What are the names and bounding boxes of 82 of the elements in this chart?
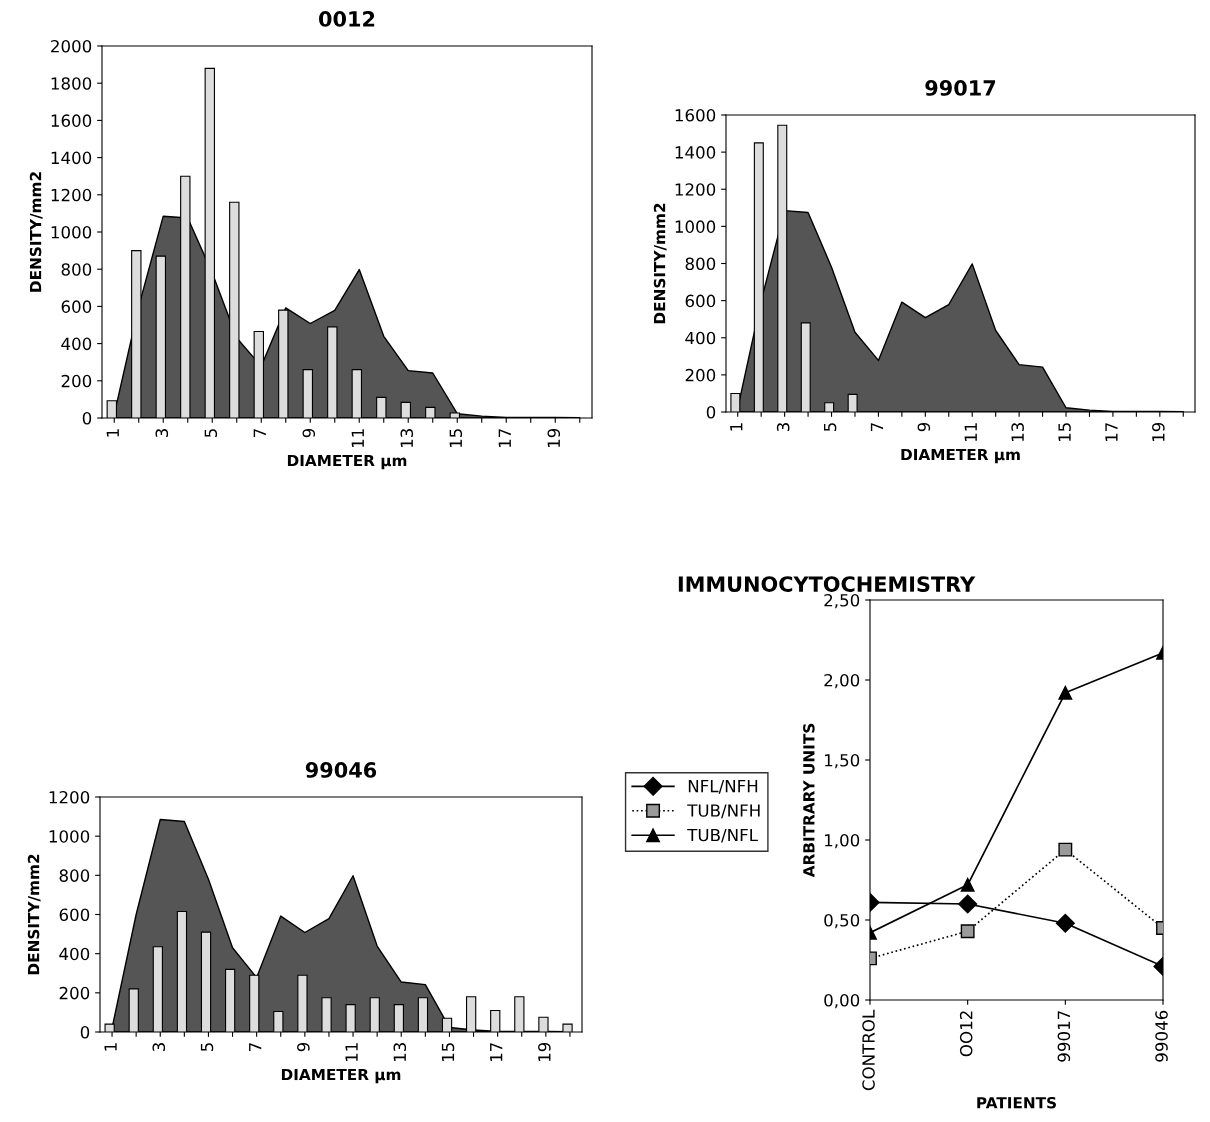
- y-tick-label: 1400: [51, 151, 92, 165]
- x-tick-label: 13: [393, 1043, 407, 1062]
- x-tick-label: 17: [498, 429, 511, 448]
- x-tick-label: 5: [204, 429, 218, 438]
- x-tick-label: 9: [297, 1042, 310, 1052]
- y-tick-label: 0,00: [824, 993, 860, 1009]
- x-tick-label: 1: [106, 429, 119, 437]
- y-tick-label: 2,00: [824, 673, 860, 689]
- x-tick-label: 99046: [1155, 1010, 1168, 1062]
- y-axis-title: ARBITRARY UNITS: [803, 723, 815, 878]
- x-tick-label: 19: [547, 428, 561, 448]
- x-tick-label: 5: [200, 1043, 214, 1052]
- x-tick-label: 15: [1058, 423, 1071, 442]
- y-tick-label: 1000: [49, 830, 90, 843]
- chart-title: 99017: [925, 80, 996, 96]
- y-tick-label: 1200: [675, 183, 716, 196]
- y-tick-label: 2,50: [824, 593, 860, 609]
- x-tick-label: 19: [538, 1042, 551, 1062]
- legend-label: TUB/NFL: [687, 828, 758, 843]
- y-tick-label: 200: [61, 374, 92, 388]
- y-tick-label: 800: [59, 869, 90, 882]
- legend-label: TUB/NFH: [687, 804, 760, 819]
- y-tick-label: 400: [61, 337, 92, 351]
- x-tick-label: 17: [1105, 423, 1118, 442]
- x-tick-label: 7: [870, 423, 884, 431]
- y-tick-label: 600: [59, 908, 90, 922]
- x-tick-label: 15: [441, 1043, 455, 1062]
- y-tick-label: 200: [59, 986, 90, 1000]
- x-axis-title: DIAMETER µm: [287, 454, 407, 470]
- x-tick-label: 13: [1011, 423, 1024, 442]
- x-tick-label: 11: [964, 423, 977, 442]
- chart-title: 99046: [305, 762, 377, 778]
- y-tick-label: 800: [61, 263, 92, 276]
- y-tick-label: 1600: [51, 114, 92, 127]
- y-tick-label: 1600: [675, 108, 716, 122]
- y-tick-label: 200: [685, 368, 716, 382]
- y-tick-label: 0,50: [824, 913, 860, 929]
- x-tick-label: 1: [730, 423, 743, 431]
- y-tick-label: 1000: [675, 220, 716, 233]
- x-tick-label: OO12: [959, 1011, 973, 1057]
- y-tick-label: 600: [685, 294, 716, 308]
- y-tick-label: 1400: [675, 146, 716, 159]
- y-tick-label: 1200: [49, 790, 90, 804]
- x-tick-label: CONTROL: [862, 1009, 875, 1091]
- y-tick-label: 1,00: [825, 833, 860, 849]
- x-axis-title: PATIENTS: [977, 1096, 1056, 1109]
- y-tick-label: 0: [80, 1025, 90, 1039]
- y-tick-label: 0: [706, 405, 716, 419]
- x-tick-label: 17: [490, 1043, 503, 1062]
- y-axis-title: DENSITY/mm2: [29, 172, 43, 292]
- y-tick-label: 2000: [51, 39, 92, 53]
- chart-title: IMMUNOCYTOCHEMISTRY: [678, 576, 976, 592]
- x-tick-label: 7: [253, 429, 266, 437]
- x-tick-label: 7: [249, 1043, 262, 1051]
- y-tick-label: 1,50: [825, 753, 860, 769]
- x-axis-title: DIAMETER µm: [281, 1068, 401, 1084]
- y-tick-label: 1800: [51, 77, 92, 90]
- y-tick-label: 1200: [51, 188, 92, 202]
- x-tick-label: 3: [776, 423, 790, 432]
- y-tick-label: 600: [61, 300, 92, 313]
- y-tick-label: 400: [685, 331, 716, 345]
- legend-label: NFL/NFH: [688, 779, 758, 794]
- chart-title: 0012: [319, 11, 375, 27]
- x-tick-label: 5: [823, 423, 837, 432]
- x-tick-label: 13: [400, 429, 414, 448]
- x-tick-label: 1: [104, 1043, 117, 1051]
- y-axis-title: DENSITY/mm2: [27, 854, 41, 975]
- x-tick-label: 3: [155, 429, 169, 438]
- x-tick-label: 9: [917, 422, 931, 432]
- y-tick-label: 400: [59, 947, 90, 961]
- x-tick-label: 3: [152, 1043, 166, 1052]
- x-tick-label: 11: [351, 429, 364, 448]
- x-tick-label: 99017: [1057, 1011, 1071, 1062]
- y-tick-label: 1000: [51, 225, 92, 239]
- y-tick-label: 800: [685, 257, 716, 271]
- x-tick-label: 15: [449, 429, 463, 448]
- x-tick-label: 11: [345, 1043, 358, 1062]
- x-axis-title: DIAMETER µm: [901, 448, 1020, 464]
- x-tick-label: 19: [1152, 422, 1165, 442]
- x-tick-label: 9: [302, 428, 316, 438]
- y-axis-title: DENSITY/mm2: [653, 203, 667, 324]
- y-tick-label: 0: [82, 411, 92, 425]
